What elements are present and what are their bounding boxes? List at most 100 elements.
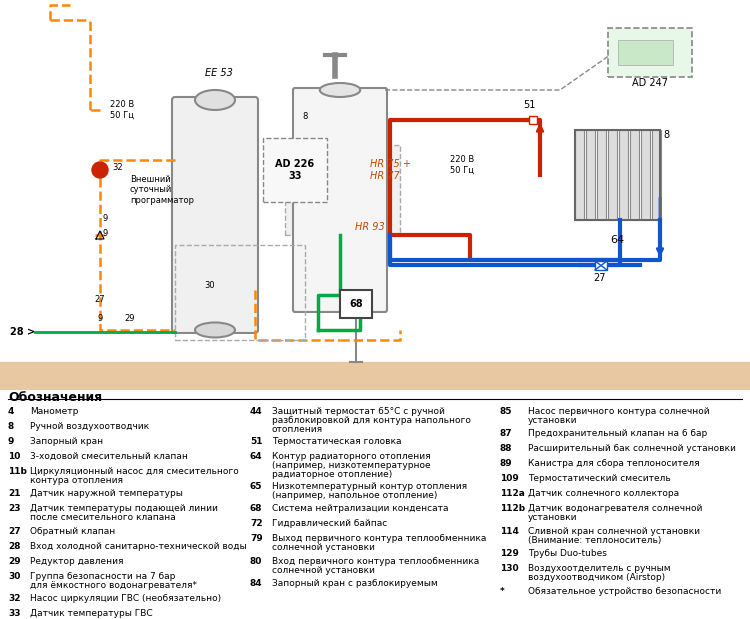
Bar (618, 40, 673, 65)
Text: (Внимание: теплоноситель): (Внимание: теплоноситель) (528, 536, 662, 545)
Text: Вход первичного контура теплообменника: Вход первичного контура теплообменника (272, 557, 479, 566)
Text: после смесительного клапана: после смесительного клапана (30, 513, 176, 522)
Text: (например, напольное отопление): (например, напольное отопление) (272, 491, 437, 500)
Text: Циркуляционный насос для смесительного: Циркуляционный насос для смесительного (30, 467, 239, 476)
Text: 21: 21 (8, 490, 20, 498)
Text: 8: 8 (663, 130, 669, 140)
Text: 68: 68 (250, 504, 262, 513)
Text: Трубы Duo-tubes: Трубы Duo-tubes (528, 550, 607, 558)
Text: 112a: 112a (500, 490, 525, 498)
Text: 220 В
50 Гц: 220 В 50 Гц (450, 155, 474, 175)
FancyBboxPatch shape (172, 97, 258, 333)
Text: EE 53: EE 53 (205, 68, 232, 78)
Text: 64: 64 (610, 235, 625, 245)
Bar (175, 245, 305, 340)
Text: 33: 33 (8, 610, 20, 618)
Text: 30: 30 (205, 281, 215, 290)
Text: 129: 129 (500, 550, 519, 558)
Text: Манометр: Манометр (30, 407, 78, 416)
FancyBboxPatch shape (293, 88, 387, 312)
Text: Низкотемпературный контур отопления: Низкотемпературный контур отопления (272, 482, 467, 491)
Text: 87: 87 (500, 430, 513, 438)
FancyBboxPatch shape (263, 138, 327, 202)
Text: 29: 29 (124, 314, 135, 323)
Bar (652, 130, 661, 220)
Text: Обозначения: Обозначения (8, 391, 102, 404)
Circle shape (92, 162, 108, 178)
Text: Датчик температуры подающей линии: Датчик температуры подающей линии (30, 504, 217, 513)
Text: Контур радиаторного отопления: Контур радиаторного отопления (272, 452, 430, 461)
Text: Термостатическая головка: Термостатическая головка (272, 437, 401, 446)
Text: 32: 32 (8, 594, 20, 604)
Text: 65: 65 (250, 482, 262, 491)
Text: HR 75 +
HR 77: HR 75 + HR 77 (370, 159, 411, 181)
Text: 28: 28 (8, 542, 20, 551)
Text: 88: 88 (500, 444, 512, 453)
Bar (575, 130, 660, 220)
Bar (595, 261, 607, 270)
Bar (586, 130, 595, 220)
Text: Насос циркуляции ГВС (необязательно): Насос циркуляции ГВС (необязательно) (30, 594, 221, 604)
Text: для ёмкостного водонагревателя*: для ёмкостного водонагревателя* (30, 581, 197, 590)
Text: Термостатический смеситель: Термостатический смеситель (528, 474, 670, 483)
Bar (597, 130, 606, 220)
Text: отопления: отопления (272, 425, 323, 434)
Text: 85: 85 (500, 407, 512, 416)
Text: 9: 9 (102, 214, 108, 223)
Text: 11b: 11b (8, 467, 27, 476)
Text: установки: установки (528, 513, 578, 522)
Text: Канистра для сбора теплоносителя: Канистра для сбора теплоносителя (528, 459, 700, 469)
Text: *: * (500, 587, 505, 596)
Text: Вход холодной санитарно-технической воды: Вход холодной санитарно-технической воды (30, 542, 247, 551)
Text: 27: 27 (8, 527, 21, 536)
Bar (285, 145, 400, 235)
Text: Датчик водонагревателя солнечной: Датчик водонагревателя солнечной (528, 504, 702, 513)
Text: 4: 4 (8, 407, 14, 416)
Text: 32: 32 (112, 163, 123, 173)
Text: Запорный кран: Запорный кран (30, 437, 103, 446)
Bar (641, 130, 650, 220)
Text: Предохранительный клапан на 6 бар: Предохранительный клапан на 6 бар (528, 430, 707, 438)
Bar (619, 130, 628, 220)
Text: Гидравлический байпас: Гидравлический байпас (272, 519, 387, 529)
Text: Воздухоотделитель с ручным: Воздухоотделитель с ручным (528, 565, 670, 573)
Text: Датчик солнечного коллектора: Датчик солнечного коллектора (528, 490, 680, 498)
Text: Расширительный бак солнечной установки: Расширительный бак солнечной установки (528, 444, 736, 453)
Text: 9: 9 (98, 314, 103, 323)
Text: Датчик температуры ГВС: Датчик температуры ГВС (30, 610, 153, 618)
Text: Сливной кран солнечной установки: Сливной кран солнечной установки (528, 527, 700, 536)
Text: Выход первичного контура теплообменника: Выход первичного контура теплообменника (272, 534, 486, 543)
Text: контура отопления: контура отопления (30, 476, 123, 485)
Bar (575, 130, 584, 220)
Text: 114: 114 (500, 527, 519, 536)
Text: 8: 8 (8, 422, 14, 431)
Bar (608, 130, 617, 220)
Text: 29: 29 (8, 557, 21, 566)
Text: 9: 9 (102, 229, 108, 238)
Text: AD 247: AD 247 (632, 78, 668, 88)
Ellipse shape (320, 83, 360, 97)
Text: 79: 79 (250, 534, 262, 543)
Text: AD 226
33: AD 226 33 (275, 159, 314, 181)
Text: 27: 27 (94, 295, 105, 304)
Text: 89: 89 (500, 459, 513, 469)
Text: 30: 30 (8, 572, 20, 581)
Text: 8: 8 (302, 113, 307, 121)
Text: солнечной установки: солнечной установки (272, 566, 375, 575)
Text: Защитный термостат 65°С с ручной: Защитный термостат 65°С с ручной (272, 407, 445, 416)
Text: Редуктор давления: Редуктор давления (30, 557, 124, 566)
Text: 130: 130 (500, 565, 519, 573)
Text: 10: 10 (8, 452, 20, 461)
Text: 64: 64 (250, 452, 262, 461)
Text: HR 93: HR 93 (355, 222, 385, 232)
Text: 27: 27 (594, 273, 606, 283)
Text: 9: 9 (8, 437, 14, 446)
Bar (630, 130, 639, 220)
Text: солнечной установки: солнечной установки (272, 543, 375, 552)
Ellipse shape (195, 322, 235, 337)
Text: Обратный клапан: Обратный клапан (30, 527, 115, 536)
Text: установки: установки (528, 416, 578, 425)
Text: 3-ходовой смесительный клапан: 3-ходовой смесительный клапан (30, 452, 188, 461)
Text: 220 В
50 Гц: 220 В 50 Гц (110, 100, 134, 119)
Text: Система нейтрализации конденсата: Система нейтрализации конденсата (272, 504, 448, 513)
